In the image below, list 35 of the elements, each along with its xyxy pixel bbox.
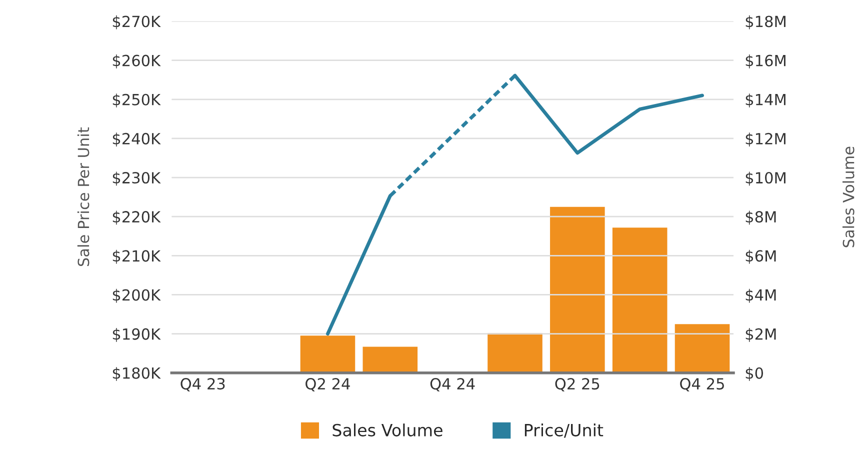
bar bbox=[673, 322, 732, 373]
y-tick-label: $190K bbox=[112, 328, 161, 342]
x-tick-label: Q2 25 bbox=[555, 378, 600, 392]
x-tick-label: Q4 25 bbox=[680, 378, 724, 392]
legend-label: Price/Unit bbox=[524, 424, 604, 438]
y2-tick-label: $4M bbox=[746, 288, 776, 303]
y2-tick-label: $0 bbox=[746, 367, 764, 381]
y2-tick-label: $18M bbox=[746, 15, 786, 30]
bar bbox=[611, 226, 669, 373]
x-tick-label: Q4 23 bbox=[180, 378, 225, 392]
bar bbox=[548, 206, 606, 373]
y2-axis-title: Sales Volume bbox=[842, 146, 854, 248]
y2-tick-label: $2M bbox=[746, 328, 776, 342]
x-tick-label: Q2 24 bbox=[306, 378, 350, 392]
y2-tick-label: $6M bbox=[746, 250, 776, 264]
y-tick-label: $250K bbox=[112, 94, 161, 108]
bar bbox=[486, 332, 544, 373]
y-tick-label: $270K bbox=[112, 15, 161, 30]
y-tick-label: $200K bbox=[112, 288, 161, 303]
y-tick-label: $220K bbox=[112, 210, 161, 225]
y-tick-label: $260K bbox=[112, 54, 161, 68]
bar bbox=[298, 334, 357, 373]
y2-tick-label: $16M bbox=[746, 54, 786, 68]
bar bbox=[361, 345, 419, 373]
y-tick-label: $210K bbox=[112, 250, 161, 264]
y2-tick-label: $8M bbox=[746, 210, 776, 225]
y2-tick-label: $10M bbox=[746, 172, 786, 186]
y2-tick-label: $12M bbox=[746, 132, 786, 147]
y-tick-label: $240K bbox=[112, 132, 161, 147]
x-tick-label: Q4 24 bbox=[430, 378, 475, 392]
y-axis-title: Sale Price Per Unit bbox=[77, 127, 90, 266]
y-tick-label: $230K bbox=[112, 172, 161, 186]
y-tick-label: $180K bbox=[112, 367, 161, 381]
legend-label: Sales Volume bbox=[332, 424, 442, 436]
y2-tick-label: $14M bbox=[746, 94, 786, 108]
